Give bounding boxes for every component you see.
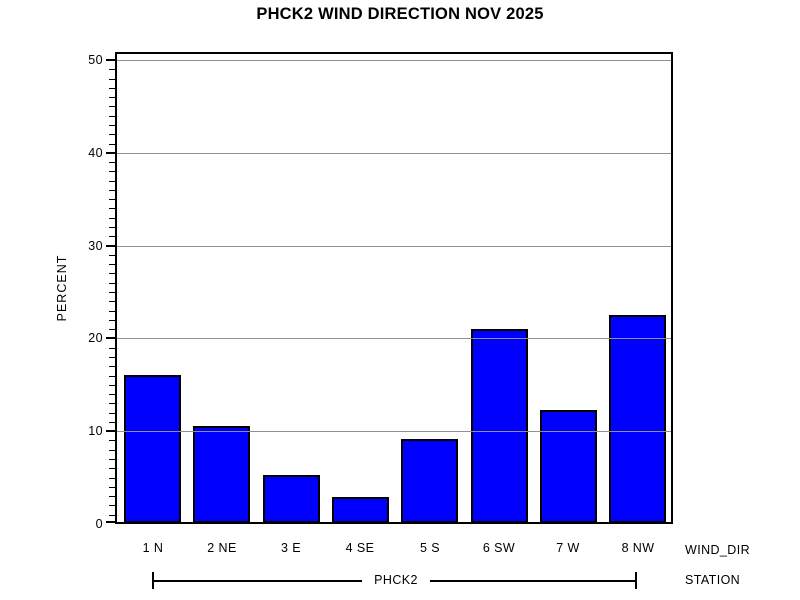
y-minor-tick (109, 487, 115, 488)
gridline-50 (117, 60, 671, 61)
gridline-30 (117, 246, 671, 247)
y-minor-tick (109, 496, 115, 497)
y-tick-label-10: 10 (88, 424, 103, 438)
y-major-tick-50 (106, 59, 115, 61)
x-tick-label-2: 2 NE (207, 541, 237, 555)
y-major-tick-40 (106, 152, 115, 154)
y-minor-tick (109, 79, 115, 80)
y-minor-tick (109, 459, 115, 460)
y-tick-label-20: 20 (88, 331, 103, 345)
station-bracket-tick-left (152, 572, 154, 589)
y-minor-tick (109, 116, 115, 117)
x-tick-label-5: 5 S (420, 541, 440, 555)
y-minor-tick (109, 376, 115, 377)
y-minor-tick (109, 88, 115, 89)
y-minor-tick (109, 505, 115, 506)
gridline-40 (117, 153, 671, 154)
y-minor-tick (109, 199, 115, 200)
x-tick-label-3: 3 E (281, 541, 301, 555)
bar-4se (332, 497, 389, 523)
station-group-label: PHCK2 (374, 573, 418, 587)
y-minor-tick (109, 181, 115, 182)
x-tick-label-1: 1 N (142, 541, 164, 555)
bar-3e (263, 475, 320, 523)
gridline-10 (117, 431, 671, 432)
y-major-tick-20 (106, 337, 115, 339)
y-minor-tick (109, 440, 115, 441)
y-minor-tick (109, 255, 115, 256)
y-minor-tick (109, 478, 115, 479)
y-minor-tick (109, 134, 115, 135)
x-tick-label-6: 6 SW (482, 541, 516, 555)
x-tick-label-4: 4 SE (345, 541, 375, 555)
station-bracket-line-left (153, 580, 362, 582)
y-minor-tick (109, 227, 115, 228)
gridline-20 (117, 338, 671, 339)
x-tick-label-7: 7 W (556, 541, 580, 555)
y-minor-tick (109, 190, 115, 191)
y-minor-tick (109, 450, 115, 451)
y-minor-tick (109, 106, 115, 107)
y-minor-tick (109, 403, 115, 404)
y-minor-tick (109, 329, 115, 330)
x-tick-label-8: 8 NW (621, 541, 655, 555)
y-minor-tick (109, 283, 115, 284)
y-minor-tick (109, 515, 115, 516)
station-axis-name: STATION (685, 573, 741, 587)
y-tick-label-50: 50 (88, 53, 103, 67)
y-minor-tick (109, 162, 115, 163)
y-minor-tick (109, 413, 115, 414)
y-minor-tick (109, 69, 115, 70)
y-minor-tick (109, 273, 115, 274)
y-minor-tick (109, 468, 115, 469)
y-minor-tick (109, 218, 115, 219)
y-minor-tick (109, 385, 115, 386)
y-minor-tick (109, 394, 115, 395)
y-minor-tick (109, 366, 115, 367)
y-minor-tick (109, 357, 115, 358)
chart-title: PHCK2 WIND DIRECTION NOV 2025 (256, 5, 544, 23)
y-minor-tick (109, 264, 115, 265)
y-minor-tick (109, 171, 115, 172)
y-major-tick-10 (106, 430, 115, 432)
bar-6sw (471, 329, 528, 523)
y-minor-tick (109, 301, 115, 302)
bar-8nw (609, 315, 666, 523)
y-major-tick-30 (106, 245, 115, 247)
y-tick-label-40: 40 (88, 146, 103, 160)
x-axis-name: WIND_DIR (685, 543, 751, 557)
bar-7w (540, 410, 597, 523)
y-tick-label-30: 30 (88, 239, 103, 253)
y-minor-tick (109, 311, 115, 312)
y-minor-tick (109, 422, 115, 423)
station-bracket-tick-right (635, 572, 637, 589)
y-minor-tick (109, 236, 115, 237)
y-major-tick-0 (106, 521, 115, 523)
y-minor-tick (109, 320, 115, 321)
y-tick-label-0: 0 (95, 517, 103, 531)
y-minor-tick (109, 125, 115, 126)
y-minor-tick (109, 292, 115, 293)
y-minor-tick (109, 208, 115, 209)
y-minor-tick (109, 97, 115, 98)
y-minor-tick (109, 144, 115, 145)
station-bracket-line-right (430, 580, 637, 582)
y-minor-tick (109, 348, 115, 349)
